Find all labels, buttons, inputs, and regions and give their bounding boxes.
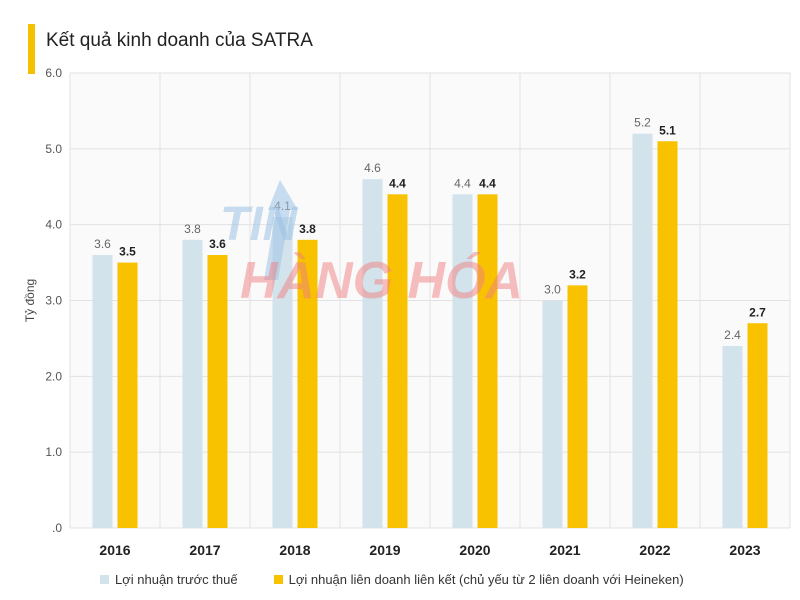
data-label-jv-profit: 4.4 — [389, 176, 406, 190]
bar-jv-profit — [387, 194, 408, 529]
x-tick-label: 2020 — [459, 542, 490, 558]
legend-item-profit-before-tax: Lợi nhuận trước thuế — [100, 572, 238, 587]
data-label-profit-before-tax: 3.0 — [544, 283, 561, 297]
y-tick-label: 6.0 — [45, 66, 62, 80]
bar-profit-before-tax — [182, 239, 203, 529]
bar-jv-profit — [567, 285, 588, 528]
y-tick-label: 4.0 — [45, 218, 62, 232]
data-label-profit-before-tax: 3.8 — [184, 222, 201, 236]
data-label-jv-profit: 3.6 — [209, 237, 226, 251]
legend-item-jv-profit: Lợi nhuận liên doanh liên kết (chủ yếu t… — [273, 572, 684, 587]
bar-profit-before-tax — [542, 300, 563, 528]
y-axis-label: Tỷ đồng — [23, 279, 37, 322]
bar-jv-profit — [207, 255, 228, 528]
bar-jv-profit — [297, 239, 318, 529]
bar-jv-profit — [477, 194, 498, 529]
data-label-profit-before-tax: 4.1 — [274, 199, 291, 213]
legend-swatch-jv-profit — [273, 575, 283, 584]
legend-label-profit-before-tax: Lợi nhuận trước thuế — [115, 572, 238, 587]
bar-jv-profit — [657, 141, 678, 528]
bar-profit-before-tax — [92, 255, 113, 528]
chart-title: Kết quả kinh doanh của SATRA — [46, 30, 313, 51]
legend: Lợi nhuận trước thuế Lợi nhuận liên doan… — [100, 572, 684, 587]
x-tick-label: 2016 — [99, 542, 130, 558]
bar-profit-before-tax — [272, 217, 293, 529]
data-label-jv-profit: 5.1 — [659, 123, 676, 137]
x-tick-label: 2021 — [549, 542, 580, 558]
bar-profit-before-tax — [722, 346, 743, 528]
data-label-profit-before-tax: 2.4 — [724, 328, 741, 342]
x-tick-label: 2019 — [369, 542, 400, 558]
x-tick-label: 2018 — [279, 542, 310, 558]
data-label-jv-profit: 2.7 — [749, 305, 766, 319]
y-tick-label: .0 — [52, 521, 62, 535]
data-label-profit-before-tax: 4.4 — [454, 176, 471, 190]
data-label-jv-profit: 3.8 — [299, 222, 316, 236]
y-tick-label: 3.0 — [45, 294, 62, 308]
x-tick-label: 2023 — [729, 542, 760, 558]
title-accent-bar — [28, 24, 35, 74]
data-label-jv-profit: 3.5 — [119, 245, 136, 259]
y-tick-label: 5.0 — [45, 142, 62, 156]
data-label-profit-before-tax: 3.6 — [94, 237, 111, 251]
data-label-jv-profit: 4.4 — [479, 176, 496, 190]
bar-jv-profit — [747, 323, 768, 528]
y-tick-label: 2.0 — [45, 369, 62, 383]
x-tick-label: 2017 — [189, 542, 220, 558]
legend-swatch-profit-before-tax — [100, 575, 109, 584]
data-label-profit-before-tax: 4.6 — [364, 161, 381, 175]
bar-profit-before-tax — [362, 179, 383, 528]
x-tick-label: 2022 — [639, 542, 670, 558]
data-label-jv-profit: 3.2 — [569, 267, 586, 281]
legend-label-jv-profit: Lợi nhuận liên doanh liên kết (chủ yếu t… — [288, 572, 684, 587]
bar-jv-profit — [117, 262, 138, 528]
y-tick-label: 1.0 — [45, 445, 62, 459]
bar-profit-before-tax — [632, 133, 653, 528]
data-label-profit-before-tax: 5.2 — [634, 116, 651, 130]
bar-profit-before-tax — [452, 194, 473, 529]
